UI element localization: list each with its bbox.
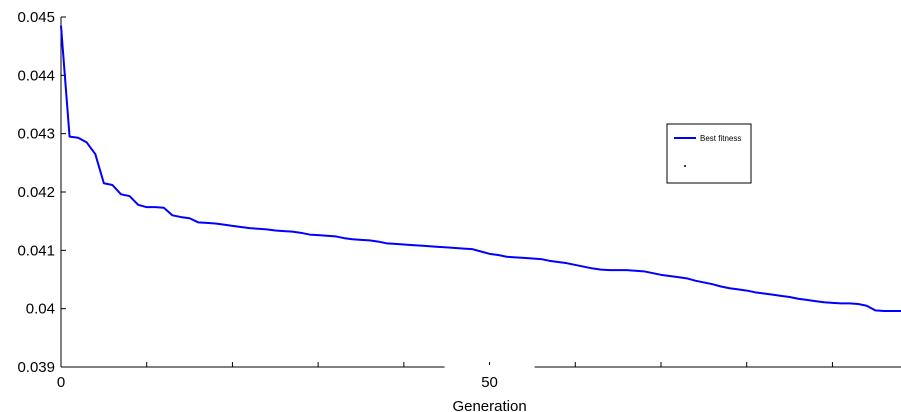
x-tick-label: 50 [481, 374, 498, 391]
y-tick-label: 0.044 [17, 67, 55, 84]
legend-label: Best fitness [700, 134, 741, 143]
y-axis: 0.039 0.04 0.041 0.042 0.043 0.044 0.045 [17, 9, 66, 376]
y-tick-label: 0.04 [26, 301, 55, 318]
legend-dot [684, 165, 686, 167]
x-axis-gap [444, 365, 535, 369]
series-layer [60, 25, 901, 312]
x-axis-title: Generation [452, 398, 526, 412]
legend: Best fitness [666, 123, 752, 184]
y-tick-label: 0.039 [17, 359, 55, 376]
x-tick-label: 0 [57, 374, 65, 391]
y-tick-label: 0.043 [17, 126, 55, 143]
y-tick-label: 0.045 [17, 9, 55, 26]
legend-box [666, 123, 752, 184]
series-line [60, 25, 901, 312]
x-axis: 0 50 [57, 362, 901, 391]
y-tick-label: 0.041 [17, 242, 55, 259]
y-tick-label: 0.042 [17, 184, 55, 201]
